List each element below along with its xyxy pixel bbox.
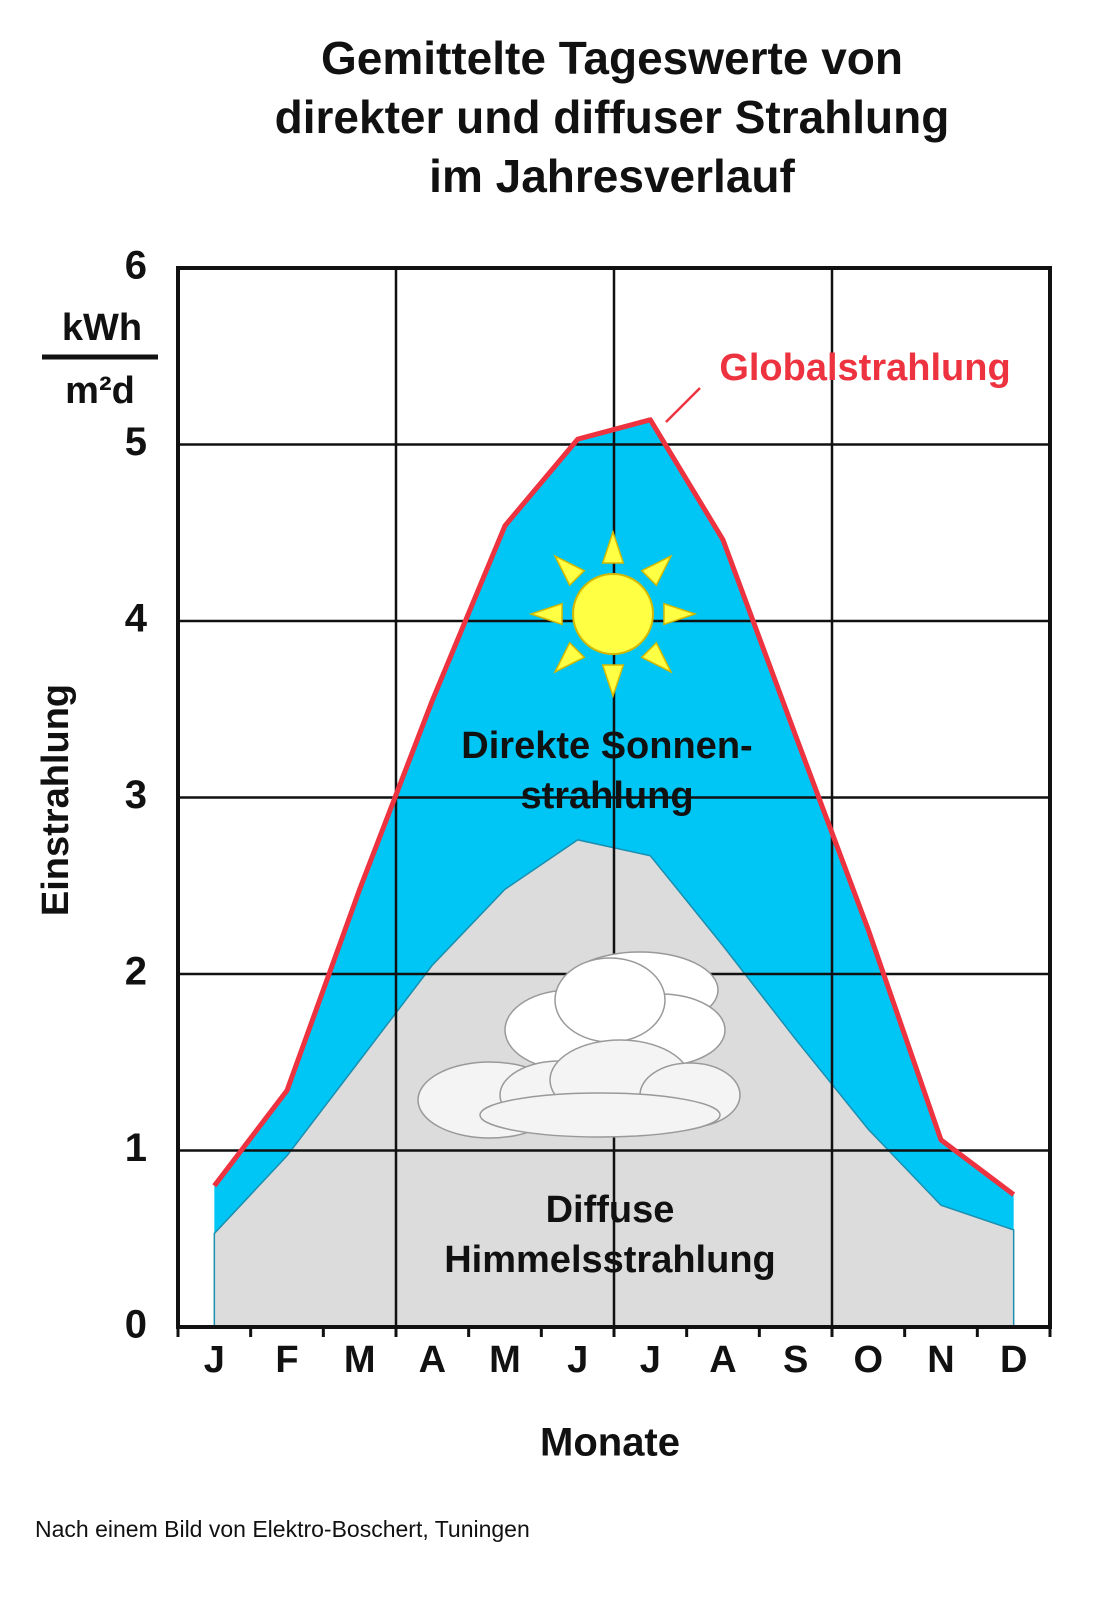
cloud xyxy=(479,1092,721,1138)
x-tick-label: J xyxy=(640,1339,661,1381)
y-tick-label: 3 xyxy=(125,773,147,817)
sun-ray xyxy=(528,602,563,626)
sun-ray xyxy=(640,641,673,674)
area-label: Diffuse xyxy=(546,1189,675,1231)
y-unit: kWh xyxy=(62,307,142,349)
x-tick-label: S xyxy=(783,1339,808,1381)
x-tick-label: M xyxy=(344,1339,376,1381)
x-tick-label: F xyxy=(275,1339,298,1381)
y-unit: m²d xyxy=(65,370,135,412)
y-tick-label: 1 xyxy=(125,1126,147,1170)
area-label: Himmelsstrahlung xyxy=(444,1239,776,1281)
y-axis-title: Einstrahlung xyxy=(35,684,77,916)
source-note: Nach einem Bild von Elektro-Boschert, Tu… xyxy=(35,1516,530,1542)
sun-ray xyxy=(601,529,625,564)
chart-title: direkter und diffuser Strahlung xyxy=(275,91,950,143)
x-tick-label: N xyxy=(927,1339,954,1381)
x-tick-label: D xyxy=(1000,1339,1027,1381)
sun-ray xyxy=(640,554,673,587)
x-tick-label: J xyxy=(204,1339,225,1381)
sun-ray xyxy=(553,641,586,674)
sun-ray xyxy=(663,602,698,626)
x-tick-label: A xyxy=(709,1339,736,1381)
cloud xyxy=(554,957,666,1043)
area-label: strahlung xyxy=(520,775,693,817)
sun xyxy=(572,573,654,655)
sun-ray xyxy=(601,664,625,699)
y-tick-label: 2 xyxy=(125,950,147,994)
x-tick-label: A xyxy=(419,1339,446,1381)
label-leader xyxy=(665,387,701,423)
series-label: Globalstrahlung xyxy=(719,347,1010,389)
x-axis-title: Monate xyxy=(540,1421,680,1465)
x-tick-label: O xyxy=(854,1339,884,1381)
chart-title: im Jahresverlauf xyxy=(429,150,795,202)
y-tick-label: 4 xyxy=(125,597,148,641)
x-tick-label: J xyxy=(567,1339,588,1381)
chart-title: Gemittelte Tageswerte von xyxy=(321,32,903,84)
global-line xyxy=(212,417,1016,1197)
area-label: Direkte Sonnen- xyxy=(461,725,752,767)
sun-ray xyxy=(553,554,586,587)
y-tick-label: 0 xyxy=(125,1303,147,1347)
y-tick-label: 5 xyxy=(125,420,147,464)
x-tick-label: M xyxy=(489,1339,521,1381)
y-tick-label: 6 xyxy=(125,244,147,288)
